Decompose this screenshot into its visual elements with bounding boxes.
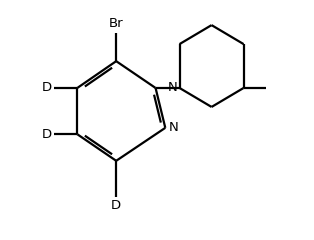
- Text: N: N: [167, 81, 177, 95]
- Text: D: D: [41, 128, 51, 141]
- Text: N: N: [169, 121, 179, 134]
- Text: D: D: [111, 199, 121, 212]
- Text: Br: Br: [109, 17, 123, 30]
- Text: D: D: [41, 81, 51, 95]
